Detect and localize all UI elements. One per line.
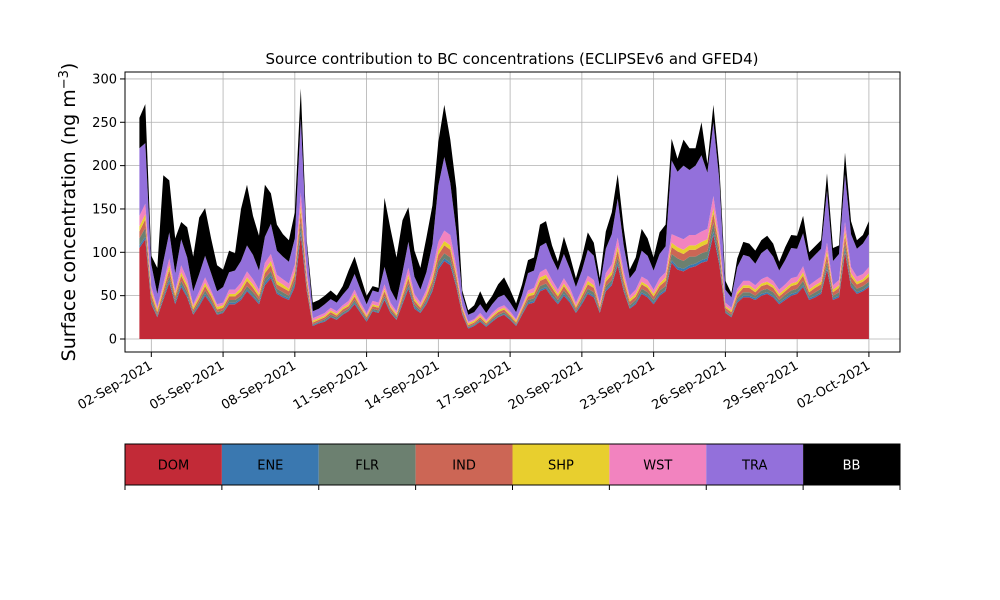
x-tick-label: 26-Sep-2021	[650, 358, 730, 413]
legend-label-shp: SHP	[548, 459, 574, 474]
legend-swatch-tra	[706, 444, 804, 485]
x-tick-label: 17-Sep-2021	[434, 358, 514, 413]
y-tick-label: 300	[92, 72, 117, 87]
legend-swatch-bb	[803, 444, 900, 485]
legend-label-wst: WST	[643, 459, 672, 474]
x-tick-label: 02-Sep-2021	[75, 358, 155, 413]
y-tick-label: 0	[109, 332, 117, 347]
area-series-bb	[139, 88, 869, 315]
axes-frame	[124, 71, 901, 353]
y-axis-label-close: )	[58, 63, 80, 70]
legend-swatch-shp	[512, 444, 610, 485]
x-tick-label: 11-Sep-2021	[291, 358, 371, 413]
plot-area: 0 50 100 150 200 250 300 02-Sep-202105-Sep-2021…	[75, 71, 901, 413]
x-tick-label: 14-Sep-2021	[363, 358, 443, 413]
legend-swatch-ind	[415, 444, 513, 485]
area-series-tra	[139, 118, 869, 322]
legend-swatch-dom	[125, 444, 222, 485]
y-axis-label: Surface concentration (ng m−3)	[57, 63, 81, 362]
legend-label-tra: TRA	[741, 459, 767, 474]
y-axis-label-unit-superscript: −3	[57, 70, 72, 89]
legend-swatch-ene	[221, 444, 319, 485]
legend-label-ene: ENE	[257, 459, 283, 474]
legend-label-dom: DOM	[158, 459, 189, 474]
y-tick-label: 200	[92, 159, 117, 174]
legend-swatch-flr	[318, 444, 416, 485]
y-tick-label: 150	[92, 202, 117, 217]
legend-label-bb: BB	[843, 459, 861, 474]
area-series-dom	[139, 235, 869, 339]
x-tick-label: 02-Oct-2021	[795, 358, 873, 412]
legend-label-ind: IND	[452, 459, 476, 474]
legend-swatch-wst	[609, 444, 707, 485]
legend-label-flr: FLR	[355, 459, 379, 474]
chart-title: Source contribution to BC concentrations…	[265, 50, 758, 68]
y-tick-label: 50	[100, 289, 117, 304]
y-tick-label: 100	[92, 246, 117, 261]
x-tick-label: 20-Sep-2021	[506, 358, 586, 413]
x-tick-label: 23-Sep-2021	[578, 358, 658, 413]
x-tick-label: 05-Sep-2021	[147, 358, 227, 413]
y-tick-label: 250	[92, 116, 117, 131]
x-tick-label: 29-Sep-2021	[721, 358, 801, 413]
colorbar-legend: DOM ENE FLR IND SHP WST TRA BB	[124, 443, 901, 490]
x-tick-label: 08-Sep-2021	[219, 358, 299, 413]
y-axis-label-text: Surface concentration (ng m	[58, 89, 80, 361]
